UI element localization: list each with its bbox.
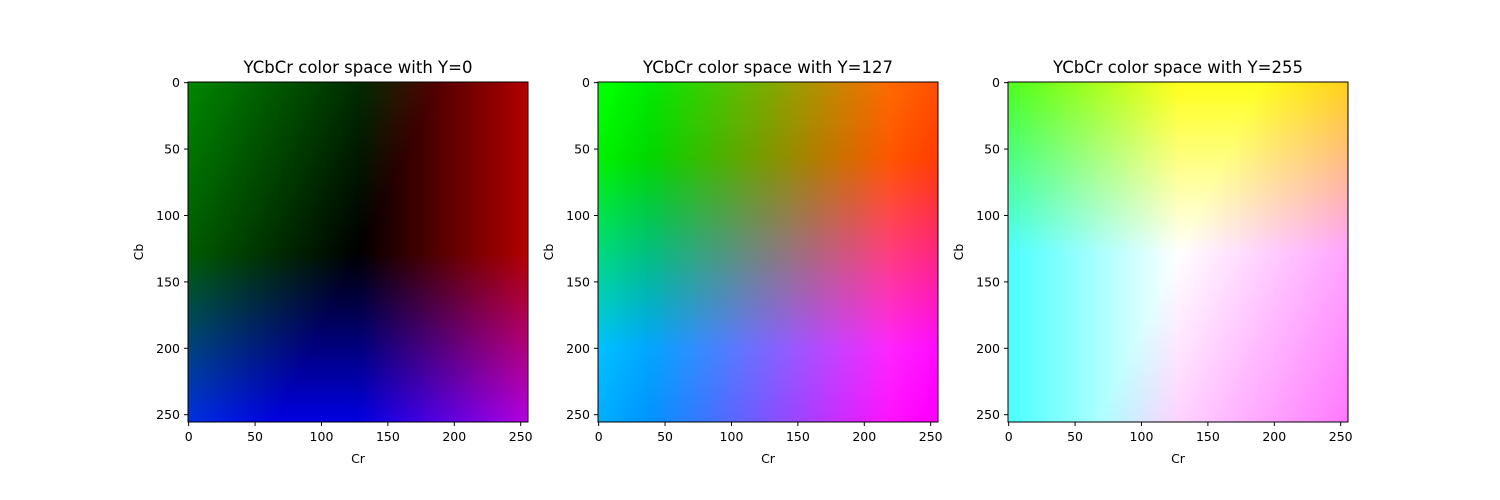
y-tick-label: 0 — [582, 75, 590, 90]
x-tick-label: 50 — [657, 429, 673, 444]
y-tick-label: 100 — [566, 208, 590, 223]
y-tick-label: 100 — [976, 208, 1000, 223]
x-tick-label: 250 — [1329, 429, 1353, 444]
x-tick-label: 150 — [786, 429, 810, 444]
x-axis-label: Cr — [1171, 451, 1186, 466]
y-tick-label: 250 — [156, 407, 180, 422]
y-tick-label: 200 — [976, 341, 1000, 356]
axes-frame — [597, 81, 939, 423]
y-tick-label: 150 — [156, 274, 180, 289]
color-image-1 — [598, 82, 938, 422]
axes-frame — [1007, 81, 1349, 423]
axes-frame — [187, 81, 529, 423]
x-tick-label: 150 — [376, 429, 400, 444]
x-tick-label: 200 — [1262, 429, 1286, 444]
x-tick-label: 100 — [1130, 429, 1154, 444]
x-tick-label: 200 — [442, 429, 466, 444]
panel-0: 0 50 100 150 200 250 0 50 100 150 200 250 YCbCr colo… — [131, 58, 533, 466]
color-image-2 — [1008, 82, 1348, 422]
x-tick-label: 250 — [509, 429, 533, 444]
chart-title: YCbCr color space with Y=0 — [243, 58, 473, 77]
chart-title: YCbCr color space with Y=255 — [1052, 58, 1303, 77]
x-tick-label: 50 — [1067, 429, 1083, 444]
x-tick-label: 150 — [1196, 429, 1220, 444]
y-axis-label: Cb — [951, 244, 966, 261]
x-tick-label: 100 — [720, 429, 744, 444]
y-tick-label: 50 — [164, 142, 180, 157]
y-tick-label: 150 — [976, 274, 1000, 289]
y-tick-label: 50 — [574, 142, 590, 157]
color-image-0 — [188, 82, 528, 422]
y-tick-label: 250 — [566, 407, 590, 422]
panel-1: 0 50 100 150 200 250 0 50 100 150 200 250 YCbCr colo… — [541, 58, 943, 466]
y-axis-label: Cb — [131, 244, 146, 261]
y-tick-label: 0 — [992, 75, 1000, 90]
y-tick-label: 200 — [156, 341, 180, 356]
x-tick-label: 200 — [852, 429, 876, 444]
x-tick-label: 100 — [310, 429, 334, 444]
x-tick-label: 250 — [919, 429, 943, 444]
y-tick-label: 100 — [156, 208, 180, 223]
x-tick-label: 0 — [1005, 429, 1013, 444]
x-axis-label: Cr — [761, 451, 776, 466]
y-tick-label: 0 — [172, 75, 180, 90]
y-tick-label: 200 — [566, 341, 590, 356]
x-axis-label: Cr — [351, 451, 366, 466]
y-tick-label: 150 — [566, 274, 590, 289]
panel-2: 0 50 100 150 200 250 0 50 100 150 200 250 YCbCr colo… — [951, 58, 1353, 466]
y-tick-label: 50 — [984, 142, 1000, 157]
chart-title: YCbCr color space with Y=127 — [642, 58, 893, 77]
y-axis-label: Cb — [541, 244, 556, 261]
x-tick-label: 0 — [595, 429, 603, 444]
x-tick-label: 50 — [247, 429, 263, 444]
y-tick-label: 250 — [976, 407, 1000, 422]
x-tick-label: 0 — [185, 429, 193, 444]
